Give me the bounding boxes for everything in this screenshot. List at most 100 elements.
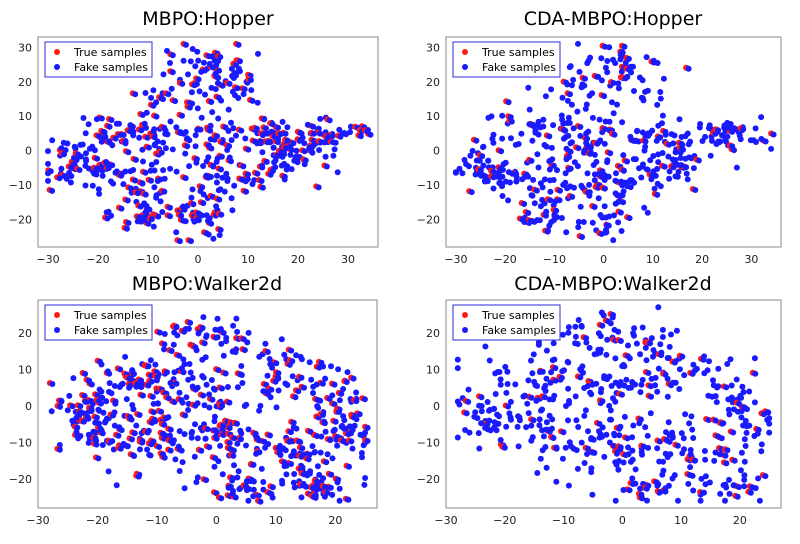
fake-sample-point [123,396,130,403]
fake-sample-point [322,483,329,490]
x-tick-label: 30 [744,253,758,266]
fake-sample-point [322,153,329,160]
x-tick-label: −20 [494,253,517,266]
fake-sample-point [362,475,369,481]
fake-sample-point [226,425,233,432]
fake-sample-point [659,326,666,333]
fake-sample-point [300,471,307,478]
fake-sample-point [300,451,307,458]
panel-mbpo-walker2d: MBPO:Walker2d −30 −20 −10 0 10 20 −20 −10 0 10 20 T… [9,273,378,527]
fake-sample-point [565,417,571,424]
fake-sample-point [364,128,371,135]
fake-sample-point [118,381,125,388]
fake-sample-point [657,89,664,95]
fake-sample-point [86,165,92,172]
fake-sample-point [200,163,207,169]
fake-sample-point [206,60,213,67]
fake-sample-point [620,199,627,206]
fake-sample-point [596,428,602,435]
fake-sample-point [725,406,732,413]
fake-sample-point [602,118,609,125]
fake-sample-point [242,135,249,142]
fake-sample-point [490,406,497,412]
fake-sample-point [125,220,132,226]
fake-sample-point [189,383,196,390]
fake-sample-point [254,170,261,177]
fake-sample-point [333,436,340,443]
fake-sample-point [216,232,223,239]
fake-sample-point [577,374,584,381]
fake-sample-point [132,91,139,98]
fake-sample-point [233,315,240,322]
fake-sample-point [264,372,271,379]
fake-sample-point [643,54,650,61]
fake-sample-point [724,361,731,367]
fake-sample-point [473,137,480,144]
fake-sample-point [671,359,678,366]
fake-sample-point [218,495,225,502]
fake-sample-point [267,171,274,178]
fake-sample-point [741,483,748,490]
legend: True samples Fake samples [452,304,561,341]
fake-sample-point [245,171,251,178]
fake-sample-point [152,361,159,368]
fake-sample-point [200,392,207,399]
fake-sample-point [584,451,590,457]
fake-sample-point [143,109,150,116]
fake-sample-point [214,334,221,341]
fake-sample-point [152,141,158,148]
fake-sample-point [583,335,590,342]
fake-sample-point [515,443,522,450]
fake-sample-point [305,456,312,463]
fake-sample-point [512,381,519,388]
fake-sample-point [664,393,671,400]
fake-sample-point [281,351,288,358]
fake-sample-point [751,433,758,439]
fake-sample-point [525,410,532,417]
fake-sample-point [70,375,77,382]
fake-sample-point [615,219,622,226]
fake-sample-point [654,191,661,198]
fake-sample-point [611,430,618,437]
fake-sample-point [311,493,317,500]
fake-sample-point [579,363,586,370]
fake-sample-point [145,382,152,389]
fake-sample-point [647,157,654,164]
fake-sample-point [323,163,330,170]
fake-sample-point [615,198,622,205]
fake-sample-point [701,448,708,454]
fake-sample-point [133,383,140,390]
fake-sample-point [202,435,209,442]
fake-sample-point [206,215,213,222]
fake-sample-point [194,435,201,442]
fake-sample-point [476,445,483,452]
fake-sample-point [105,468,112,475]
fake-sample-point [116,120,122,127]
fake-sample-point [674,173,681,180]
fake-sample-point [141,213,148,220]
fake-sample-point [549,156,556,163]
fake-sample-point [658,349,665,356]
fake-sample-point [655,159,662,166]
fake-sample-point [550,162,557,169]
fake-sample-point [521,219,528,225]
fake-sample-point [573,417,580,424]
fake-sample-point [181,485,188,492]
fake-sample-point [516,414,523,421]
fake-sample-point [654,101,661,108]
fake-sample-point [200,59,207,66]
fake-sample-point [299,445,306,452]
fake-sample-point [760,411,767,418]
fake-sample-point [176,428,183,435]
fake-sample-point [131,453,138,459]
fake-sample-point [665,419,672,426]
panel-title: MBPO:Hopper [142,8,274,30]
fake-sample-point [164,131,171,138]
fake-sample-point [186,163,193,170]
fake-sample-point [304,121,311,128]
fake-sample-point [590,436,597,443]
fake-sample-point [572,333,579,340]
panel-mbpo-hopper: MBPO:Hopper −30 −20 −10 0 10 20 30 −20 −10 0 10 20 3… [9,8,379,266]
fake-sample-point [187,58,194,65]
fake-sample-point [565,114,572,121]
